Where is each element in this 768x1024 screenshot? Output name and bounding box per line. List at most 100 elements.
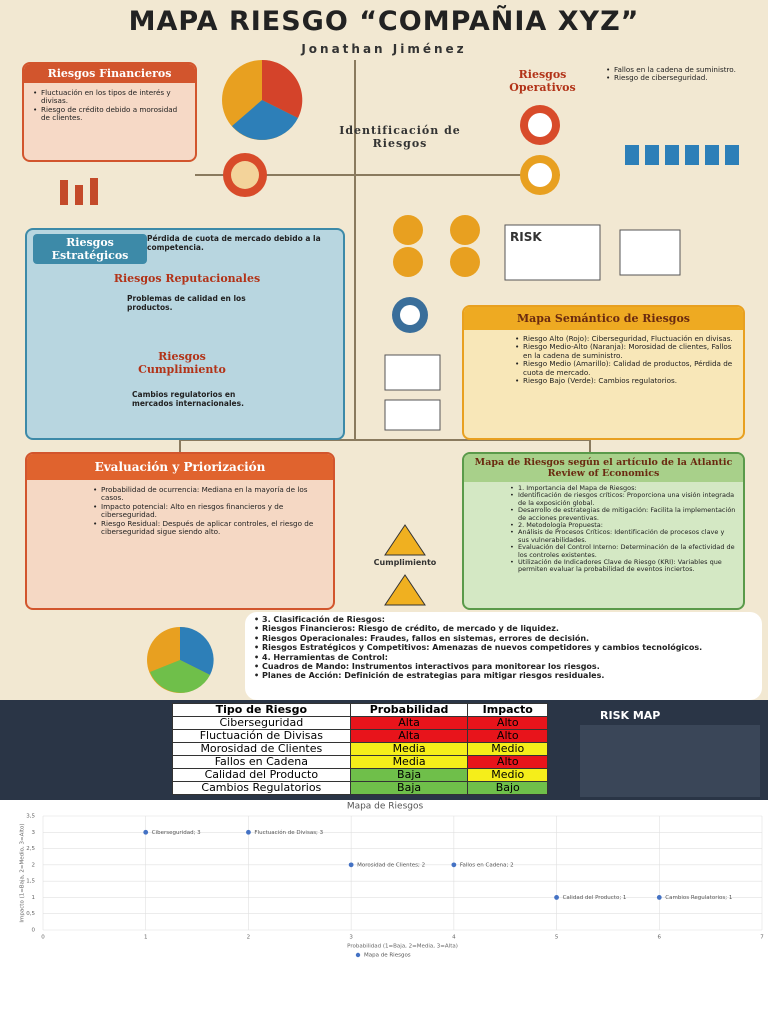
bullet: 2. Metodología Propuesta: (509, 521, 737, 530)
table-cell: Baja (349, 781, 469, 795)
bullet-list: 1. Importancia del Mapa de Riesgos:Ident… (464, 482, 743, 574)
panel-text: Cambios regulatorios en mercados interna… (132, 390, 244, 408)
x-tick-label: 6 (658, 935, 662, 941)
table-cell: Fluctuación de Divisas (172, 729, 351, 743)
legend-marker (355, 952, 361, 958)
bullet: Riesgo Residual: Después de aplicar cont… (92, 519, 325, 537)
panel-title: Riesgos Reputacionales (113, 272, 261, 285)
point (348, 862, 354, 868)
risk-map-placeholder (580, 725, 760, 797)
table-row: Fluctuación de Divisas Alta Alto (172, 729, 548, 743)
table-band: Tipo de Riesgo Probabilidad Impacto Cibe… (0, 700, 768, 800)
table-cell: Media (349, 755, 469, 769)
bullet: Identificación de riesgos críticos: Prop… (509, 492, 737, 507)
table-cell: Medio (467, 768, 548, 782)
panel-title: Riesgos Operativos (509, 68, 576, 94)
y-tick-label: 3,5 (26, 814, 35, 820)
bullet: Riesgo Medio (Amarillo): Calidad de prod… (514, 360, 737, 377)
bullet: Análisis de Procesos Críticos: Identific… (509, 529, 737, 544)
table-body: Ciberseguridad Alta Alto Fluctuación de Div… (172, 716, 548, 795)
table-row: Cambios Regulatorios Baja Bajo (172, 781, 548, 795)
bullet: Planes de Acción: Definición de estrateg… (253, 671, 754, 681)
panel-estrategicos: Riesgos Estratégicos Pérdida de cuota de… (25, 228, 345, 440)
y-tick-label: 2 (32, 862, 36, 868)
section-heading: Identificación de Riesgos (339, 124, 461, 150)
risk-word: RISK (510, 230, 542, 244)
table-cell: Ciberseguridad (172, 716, 351, 730)
x-tick-label: 4 (452, 935, 456, 941)
table-cell: Calidad del Producto (172, 768, 351, 782)
bullet: Riesgos Operacionales: Fraudes, fallos e… (253, 634, 754, 644)
y-tick-label: 1,5 (26, 879, 35, 885)
bullet: Riesgo de ciberseguridad. (605, 73, 755, 83)
panel-title: Riesgos Financieros (24, 64, 195, 83)
risk-table: Tipo de Riesgo Probabilidad Impacto Cibe… (172, 703, 548, 795)
y-axis-label: Impacto (1=Baja, 2=Medio, 3=Alto) (20, 823, 26, 922)
bullet-list: Probabilidad de ocurrencia: Mediana en l… (27, 480, 333, 536)
point (143, 829, 149, 835)
point (656, 895, 662, 900)
bullet: 3. Clasificación de Riesgos: (253, 615, 754, 625)
y-tick-label: 2,5 (26, 846, 35, 852)
bullet: Impacto potencial: Alto en riesgos finan… (92, 502, 325, 520)
table-cell: Alto (467, 755, 548, 769)
bullet: Desarrollo de estrategias de mitigación:… (509, 507, 737, 522)
bullet-list: Fallos en la cadena de suministro.Riesgo… (605, 65, 755, 83)
bullet: Riesgo Bajo (Verde): Cambios regulatorio… (514, 376, 737, 386)
table-cell: Alta (349, 729, 469, 743)
point (451, 862, 457, 868)
table-cell: Alta (349, 716, 469, 730)
y-tick-label: 0 (32, 928, 36, 934)
panel-title: Evaluación y Priorización (27, 454, 333, 480)
header-cell: Impacto (467, 703, 548, 717)
panel-financieros: Riesgos Financieros Fluctuación en los t… (22, 62, 197, 162)
legend-label: Mapa de Riesgos (364, 953, 411, 959)
table-cell: Media (349, 742, 469, 756)
bullet-list: Fluctuación en los tipos de interés y di… (24, 83, 195, 129)
table-row: Fallos en Cadena Media Alto (172, 755, 548, 769)
header-cell: Tipo de Riesgo (172, 703, 351, 717)
panel-title: Riesgos Estratégicos (33, 234, 147, 264)
classification-box: 3. Clasificación de Riesgos:Riesgos Fina… (245, 612, 762, 700)
table-cell: Cambios Regulatorios (172, 781, 351, 795)
point (554, 895, 559, 900)
bullet-list: Riesgo Alto (Rojo): Ciberseguridad, Fluc… (464, 330, 743, 386)
x-tick-label: 5 (555, 935, 559, 941)
scatter-chart: Mapa de Riesgos 0 0,5 1 1,5 2 2,5 3 3,5 0 1 2 3 4 5 6 7 P… (20, 802, 765, 959)
x-tick-label: 7 (760, 935, 764, 941)
table-row: Calidad del Producto Baja Medio (172, 768, 548, 782)
title: MAPA RIESGO “COMPAÑIA XYZ” (128, 6, 640, 37)
bullet: Riesgo de crédito debido a morosidad de … (32, 105, 187, 123)
compliance-label: Cumplimiento (373, 558, 437, 567)
panel-title: Mapa Semántico de Riesgos (464, 307, 743, 330)
table-row: Ciberseguridad Alta Alto (172, 716, 548, 730)
bullet: Fallos en la cadena de suministro. (605, 65, 755, 75)
x-tick-label: 0 (41, 935, 45, 941)
bullet-list: 3. Clasificación de Riesgos:Riesgos Fina… (245, 612, 762, 684)
bullet: Riesgo Medio-Alto (Naranja): Morosidad d… (514, 343, 737, 360)
bullet: Evaluación del Control Interno: Determin… (509, 544, 737, 559)
panel-title: Riesgos Cumplimiento (138, 350, 226, 376)
bullet: Riesgo Alto (Rojo): Ciberseguridad, Fluc… (514, 334, 737, 344)
chart-title: Mapa de Riesgos (347, 802, 424, 812)
table-cell: Alto (467, 716, 548, 730)
author: Jonathan Jiménez (301, 42, 467, 56)
data-label: Fallos en Cadena; 2 (460, 862, 514, 868)
x-axis-label: Probabilidad (1=Baja, 2=Media, 3=Alta) (347, 944, 458, 950)
table-cell: Alto (467, 729, 548, 743)
data-label: Cambios Regulatorios; 1 (665, 895, 732, 901)
panel-title: Mapa de Riesgos según el artículo de la … (464, 454, 743, 482)
panel-evaluacion: Evaluación y Priorización Probabilidad d… (25, 452, 335, 610)
table-cell: Fallos en Cadena (172, 755, 351, 769)
x-tick-label: 1 (144, 935, 148, 941)
bullet: Riesgos Estratégicos y Competitivos: Ame… (253, 643, 754, 653)
infographic: MAPA RIESGO “COMPAÑIA XYZ” Jonathan Jimé… (0, 0, 768, 700)
point (246, 829, 251, 835)
data-label: Fluctuación de Divisas; 3 (254, 829, 323, 836)
bullet: Probabilidad de ocurrencia: Mediana en l… (92, 485, 325, 503)
bullet: 4. Herramientas de Control: (253, 653, 754, 663)
header-cell: Probabilidad (349, 703, 469, 717)
panel-atlantic: Mapa de Riesgos según el artículo de la … (462, 452, 745, 610)
table-row: Morosidad de Clientes Media Medio (172, 742, 548, 756)
